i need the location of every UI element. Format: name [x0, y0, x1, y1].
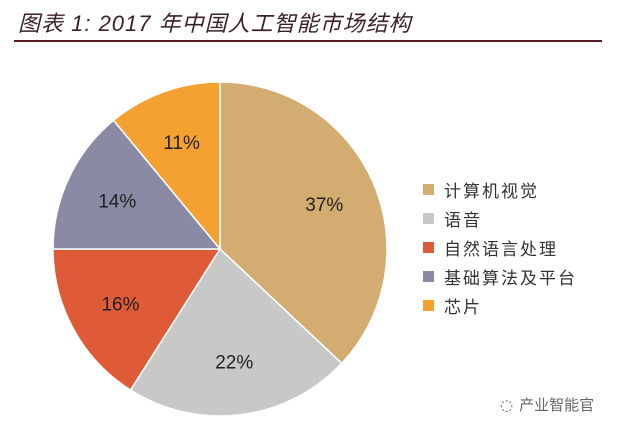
legend-label: 自然语言处理 [444, 240, 558, 260]
legend-label: 基础算法及平台 [444, 269, 577, 289]
data-label: 11% [163, 133, 200, 154]
legend: 计算机视觉语音自然语言处理 基础算法及平台 芯片 [423, 175, 577, 320]
data-label: 37% [305, 195, 343, 216]
pie-slice-4 [112, 81, 221, 252]
legend-item: 芯片 [423, 291, 577, 320]
watermark: ◌ 产业智能官 [500, 395, 595, 415]
pie-slice-0 [219, 81, 388, 365]
legend-label: 芯片 [444, 298, 482, 318]
legend-item: 计算机视觉 [423, 175, 577, 204]
data-label: 14% [98, 192, 136, 213]
legend-item: 基础算法及平台 [423, 262, 577, 291]
chart-title: 图表 1: 2017 年中国人工智能市场结构 [18, 11, 412, 36]
legend-swatch [423, 184, 434, 195]
legend-swatch [423, 242, 434, 253]
legend-item: 自然语言处理 [423, 233, 577, 262]
title-rule [14, 40, 602, 42]
pie-slice-3 [52, 119, 222, 250]
data-label: 16% [101, 295, 139, 316]
legend-label: 计算机视觉 [444, 182, 539, 202]
pie-slice-2 [52, 248, 222, 392]
legend-label: 语音 [444, 211, 482, 231]
legend-swatch [423, 213, 434, 224]
legend-swatch [423, 300, 434, 311]
pie-slice-1 [129, 247, 343, 417]
legend-item: 语音 [423, 204, 577, 233]
legend-swatch [423, 271, 434, 282]
wechat-icon: ◌ [500, 395, 514, 414]
data-label: 22% [215, 353, 253, 374]
